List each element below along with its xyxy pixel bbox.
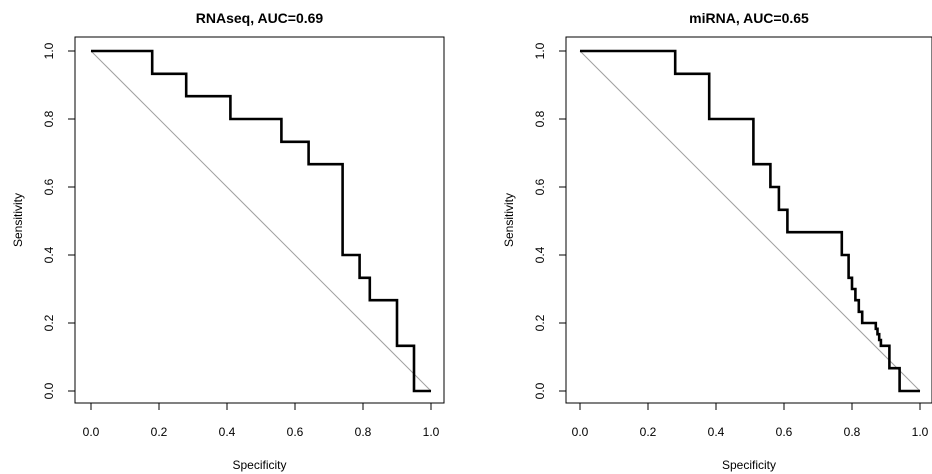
y-tick-label: 1.0	[42, 42, 56, 59]
x-tick-label: 1.0	[912, 425, 929, 439]
x-axis-label: Specificity	[722, 458, 776, 472]
y-tick-label: 0.8	[533, 110, 547, 127]
y-tick-label: 0.4	[533, 246, 547, 263]
x-tick-label: 1.0	[423, 425, 440, 439]
chart-title: miRNA, AUC=0.65	[689, 10, 809, 26]
plot-frame	[565, 36, 932, 404]
x-tick-label: 0.2	[151, 425, 168, 439]
y-tick-label: 0.8	[42, 110, 56, 127]
roc-panel-1: 0.0 0.2 0.4 0.6 0.8 1.0 0.0 0.2 0.4 0.6 0.8 1.0 RNAs…	[11, 10, 445, 472]
y-tick-label: 0.6	[533, 178, 547, 195]
x-tick-label: 0.2	[640, 425, 657, 439]
y-axis-label: Sensitivity	[502, 193, 516, 247]
x-axis-label: Specificity	[232, 458, 286, 472]
x-tick-label: 0.6	[287, 425, 304, 439]
y-tick-label: 0.0	[533, 382, 547, 399]
x-tick-label: 0.0	[572, 425, 589, 439]
x-tick-label: 0.0	[83, 425, 100, 439]
x-tick-label: 0.4	[219, 425, 236, 439]
y-tick-label: 0.6	[42, 178, 56, 195]
roc-panel-2: 0.0 0.2 0.4 0.6 0.8 1.0 0.0 0.2 0.4 0.6 0.8 1.0 miRN…	[502, 10, 932, 472]
chart-title: RNAseq, AUC=0.69	[196, 10, 324, 26]
y-tick-label: 1.0	[533, 42, 547, 59]
y-axis-label: Sensitivity	[11, 193, 25, 247]
plot-frame	[74, 36, 445, 404]
y-tick-label: 0.4	[42, 246, 56, 263]
x-tick-label: 0.8	[844, 425, 861, 439]
roc-curve-line	[91, 49, 431, 393]
x-tick-label: 0.6	[776, 425, 793, 439]
y-tick-label: 0.2	[533, 314, 547, 331]
x-tick-label: 0.8	[355, 425, 372, 439]
x-tick-label: 0.4	[708, 425, 725, 439]
y-tick-label: 0.2	[42, 314, 56, 331]
reference-diagonal	[90, 50, 432, 392]
y-tick-label: 0.0	[42, 382, 56, 399]
roc-curve-line	[580, 49, 920, 393]
reference-diagonal	[579, 50, 921, 392]
